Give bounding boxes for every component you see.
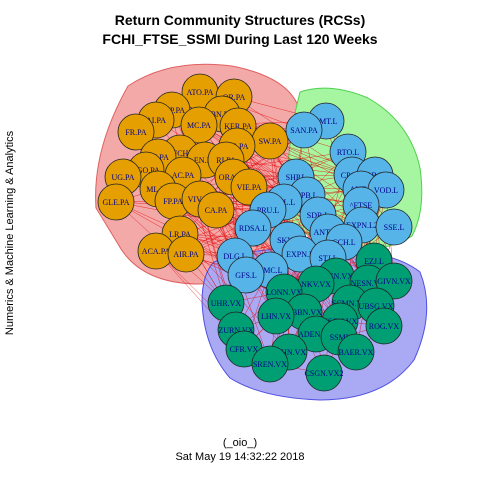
node-label: UHR.VX [211, 299, 242, 308]
node-label: ML.PA [146, 185, 170, 194]
node-label: AIR.PA [173, 250, 198, 259]
node-label: SLHN.VX [272, 348, 307, 357]
node-label: EZJ.L [364, 257, 384, 266]
node-ftse: SAN.PA [285, 111, 323, 149]
node-label: GIVN.VX [377, 277, 411, 286]
node-label: ORA.PA [219, 173, 248, 182]
node-circle [227, 256, 265, 294]
node-label: VOD.L [374, 186, 398, 195]
node-label: CFR.VX [230, 345, 259, 354]
node-ssmi: LHN.VX [257, 297, 295, 335]
node-label: FP.PA [163, 197, 183, 206]
node-label: ANTO.L [314, 228, 343, 237]
node-label: SCMN.VX [332, 299, 368, 308]
node-label: EN.PA [194, 156, 216, 165]
node-fchi: AIR.PA [167, 235, 205, 273]
node-circle [257, 297, 295, 335]
node-label: RDSA.L [239, 224, 267, 233]
node-circle [285, 111, 323, 149]
node-label: GFS.L [235, 271, 257, 280]
node-circle [197, 191, 235, 229]
node-label: SGSN.VX [319, 272, 353, 281]
node-label: LONN.VX [266, 288, 302, 297]
node-circle [234, 209, 272, 247]
node-label: LHN.VX [261, 312, 291, 321]
node-label: CAP.PA [159, 106, 185, 115]
node-label: BAER.VX [339, 348, 374, 357]
node-ssmi: SREN.VX [251, 345, 289, 383]
node-label: SSE.L [384, 223, 405, 232]
node-label: SDR.L [307, 211, 330, 220]
node-label: MC.PA [187, 121, 211, 130]
node-label: NKV.VX [301, 280, 331, 289]
edge [252, 227, 341, 322]
node-label: ABBN.VX [286, 308, 322, 317]
node-circle [365, 307, 403, 345]
node-label: SGO.PA [132, 166, 160, 175]
node-label: DLG.L [223, 252, 246, 261]
node-label: OR.PA [223, 93, 246, 102]
node-label: CA.PA [205, 206, 228, 215]
node-label: GLE.PA [102, 198, 129, 207]
footer-signature: (_oio_) [222, 437, 258, 449]
node-circle [337, 333, 375, 371]
node-label: ADEN.VX [298, 330, 334, 339]
node-label: ZURN.VX [218, 326, 254, 335]
node-circle [251, 345, 289, 383]
node-fchi: SW.PA [251, 122, 289, 160]
node-label: FR.PA [125, 128, 147, 137]
node-label: AC.PA [172, 171, 195, 180]
node-label: SW.PA [259, 137, 282, 146]
node-label: BN.PA [211, 110, 234, 119]
node-label: PPB.L [296, 191, 317, 200]
node-label: NMC.L [257, 266, 282, 275]
node-label: CSGN.VX2 [305, 369, 344, 378]
node-circle [305, 354, 343, 392]
chart-title-line2: FCHI_FTSE_SSMI During Last 120 Weeks [102, 31, 378, 47]
node-ftse: RDSA.L [234, 209, 272, 247]
node-circle [97, 183, 135, 221]
node-label: SMT.L [315, 117, 338, 126]
node-label: PRU.L [257, 206, 280, 215]
node-label: ^FTSE [350, 201, 373, 210]
node-circle [375, 208, 413, 246]
node-fchi: FR.PA [117, 113, 155, 151]
node-label: SSMI [330, 333, 349, 342]
network-nodes: ATO.PA OR.PA CAP.PA BN.PA AI.PA MC.PA KER.PA FR… [97, 73, 413, 392]
node-label: SHP.L [286, 173, 307, 182]
node-ssmi: BAER.VX [337, 333, 375, 371]
node-label: SAN.PA [290, 126, 318, 135]
node-label: UBSG.VX [359, 302, 394, 311]
node-label: VIV.PA [188, 195, 213, 204]
node-label: SREN.VX [253, 360, 287, 369]
node-ssmi: ROG.VX [365, 307, 403, 345]
node-ftse: GFS.L [227, 256, 265, 294]
node-label: NESN.VX [351, 279, 386, 288]
footer-timestamp: Sat May 19 14:32:22 2018 [175, 451, 305, 463]
node-label: CCH.L [332, 238, 355, 247]
node-circle [167, 235, 205, 273]
node-label: ATO.PA [187, 88, 214, 97]
node-label: STJ.L [318, 254, 337, 263]
node-label: EXPN.L [286, 250, 314, 259]
node-label: ROG.VX [369, 322, 400, 331]
node-label: UG.PA [111, 173, 134, 182]
node-label: ACA.PA [142, 247, 171, 256]
node-label: EXPN.L2 [346, 221, 378, 230]
node-label: LR.PA [169, 230, 191, 239]
chart-title-line1: Return Community Structures (RCSs) [114, 12, 366, 28]
node-circle [117, 113, 155, 151]
node-ftse: SSE.L [375, 208, 413, 246]
node-label: RTO.L [337, 148, 359, 157]
node-label: AI.PA [146, 116, 166, 125]
node-label: KER.PA [224, 122, 252, 131]
node-label: VIE.PA [237, 183, 262, 192]
node-fchi: GLE.PA [97, 183, 135, 221]
node-ssmi: CSGN.VX2 [305, 354, 344, 392]
node-label: ^FCHI [169, 149, 191, 158]
node-fchi: CA.PA [197, 191, 235, 229]
